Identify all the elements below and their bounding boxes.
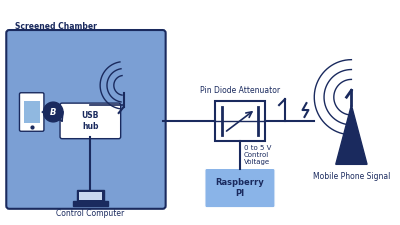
Text: Pin Diode Attenuator: Pin Diode Attenuator: [200, 86, 280, 95]
FancyBboxPatch shape: [77, 190, 104, 202]
Text: B: B: [50, 108, 56, 117]
FancyBboxPatch shape: [60, 103, 121, 139]
Text: 0 to 5 V
Control
Voltage: 0 to 5 V Control Voltage: [244, 145, 271, 165]
FancyBboxPatch shape: [214, 101, 265, 141]
FancyBboxPatch shape: [79, 192, 102, 200]
FancyBboxPatch shape: [24, 101, 40, 123]
Circle shape: [44, 102, 63, 122]
FancyBboxPatch shape: [6, 30, 166, 209]
FancyBboxPatch shape: [20, 93, 44, 131]
Text: USB
hub: USB hub: [82, 111, 99, 130]
Polygon shape: [336, 105, 367, 164]
Text: Raspberry
PI: Raspberry PI: [216, 178, 264, 198]
Text: Control Computer: Control Computer: [56, 209, 124, 218]
FancyBboxPatch shape: [73, 201, 108, 206]
FancyBboxPatch shape: [205, 168, 275, 208]
Text: Screened Chamber: Screened Chamber: [15, 22, 97, 31]
Text: Mobile Phone Signal: Mobile Phone Signal: [313, 172, 390, 181]
